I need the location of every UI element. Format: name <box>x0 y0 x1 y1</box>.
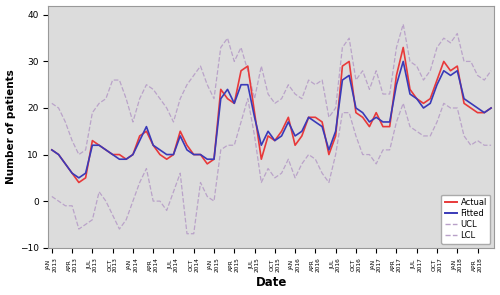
X-axis label: Date: Date <box>256 276 287 289</box>
Y-axis label: Number of patients: Number of patients <box>6 69 16 184</box>
Legend: Actual, Fitted, UCL, LCL: Actual, Fitted, UCL, LCL <box>442 195 490 243</box>
